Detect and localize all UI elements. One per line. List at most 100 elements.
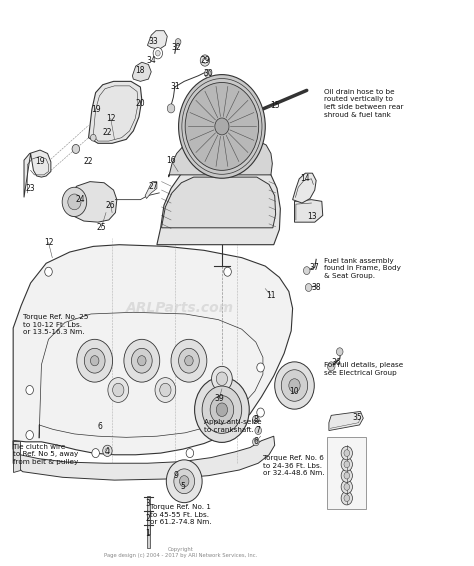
Circle shape [91, 134, 96, 141]
Text: Copyright
Page design (c) 2004 - 2017 by ARI Network Services, Inc.: Copyright Page design (c) 2004 - 2017 by… [104, 547, 257, 558]
Circle shape [91, 355, 99, 366]
Circle shape [108, 378, 128, 402]
Circle shape [131, 348, 152, 373]
Text: 25: 25 [97, 224, 106, 232]
Circle shape [216, 403, 228, 417]
Circle shape [211, 366, 232, 391]
Circle shape [103, 445, 112, 456]
Text: 35: 35 [352, 413, 362, 422]
Circle shape [171, 340, 207, 382]
Text: 24: 24 [76, 195, 85, 204]
Circle shape [167, 104, 175, 113]
Text: Apply anti-seize
to crankshaft.: Apply anti-seize to crankshaft. [204, 419, 262, 433]
Circle shape [344, 483, 350, 490]
Text: 7: 7 [256, 426, 261, 435]
Polygon shape [24, 150, 51, 198]
Polygon shape [294, 200, 323, 222]
Circle shape [68, 194, 81, 210]
Circle shape [303, 267, 310, 275]
Circle shape [166, 460, 202, 503]
Text: 19: 19 [35, 157, 45, 166]
Circle shape [344, 472, 350, 479]
Circle shape [62, 187, 87, 217]
Circle shape [257, 408, 264, 417]
Circle shape [175, 38, 181, 45]
Circle shape [275, 362, 314, 409]
Circle shape [341, 469, 353, 482]
Polygon shape [70, 182, 117, 222]
Circle shape [185, 355, 193, 366]
Circle shape [179, 348, 199, 373]
Text: 38: 38 [311, 283, 321, 292]
Circle shape [26, 385, 34, 395]
Text: 22: 22 [84, 157, 93, 166]
Circle shape [224, 267, 231, 276]
Circle shape [202, 58, 207, 63]
Text: 18: 18 [136, 66, 145, 75]
Text: Torque Ref. No. 6
to 24-36 Ft. Lbs.
or 32.4-48.6 Nm.: Torque Ref. No. 6 to 24-36 Ft. Lbs. or 3… [263, 455, 324, 476]
Text: 26: 26 [106, 201, 116, 210]
Circle shape [341, 447, 353, 460]
Circle shape [344, 461, 350, 468]
Circle shape [215, 118, 229, 135]
Text: 16: 16 [166, 156, 176, 165]
Circle shape [202, 386, 242, 434]
Text: 2: 2 [145, 514, 150, 523]
Bar [146, 496, 150, 520]
Text: 27: 27 [148, 182, 158, 191]
Bar [328, 438, 366, 509]
Text: 34: 34 [146, 56, 156, 65]
Text: 1: 1 [145, 529, 150, 538]
Bar [146, 510, 150, 534]
Circle shape [337, 348, 343, 355]
Text: 29: 29 [200, 56, 210, 65]
Circle shape [105, 448, 110, 454]
Polygon shape [89, 82, 142, 143]
Circle shape [45, 267, 52, 276]
Polygon shape [147, 31, 167, 49]
Circle shape [26, 431, 34, 440]
Circle shape [92, 449, 100, 457]
Text: 9: 9 [173, 471, 178, 480]
Circle shape [253, 438, 259, 446]
Polygon shape [329, 411, 363, 431]
Text: 11: 11 [266, 291, 276, 300]
Circle shape [344, 495, 350, 501]
Text: 30: 30 [203, 69, 213, 78]
Circle shape [255, 427, 262, 435]
Text: Fuel tank assembly
found in Frame, Body
& Seat Group.: Fuel tank assembly found in Frame, Body … [324, 258, 401, 279]
Circle shape [328, 362, 335, 371]
Circle shape [77, 340, 113, 382]
Polygon shape [169, 141, 273, 177]
Text: 10: 10 [289, 387, 298, 396]
Text: Torque Ref. No. 25
to 10-12 Ft. Lbs.
or 13.5-16.3 Nm.: Torque Ref. No. 25 to 10-12 Ft. Lbs. or … [23, 314, 88, 336]
Polygon shape [145, 182, 157, 199]
Text: 37: 37 [310, 263, 319, 272]
Circle shape [84, 348, 105, 373]
Text: Torque Ref. No. 1
to 45-55 Ft. Lbs.
or 61.2-74.8 Nm.: Torque Ref. No. 1 to 45-55 Ft. Lbs. or 6… [150, 504, 211, 525]
Circle shape [289, 379, 300, 392]
Text: Tie clutch wire
to Ref. No 5, away
from belt & pulley: Tie clutch wire to Ref. No 5, away from … [13, 444, 78, 465]
Text: 5: 5 [181, 482, 185, 491]
Circle shape [153, 48, 163, 59]
Circle shape [341, 491, 353, 505]
Circle shape [155, 50, 160, 56]
Text: 12: 12 [106, 114, 116, 123]
Text: 6: 6 [98, 422, 103, 431]
Text: 23: 23 [26, 184, 36, 193]
Text: 31: 31 [170, 83, 180, 92]
Circle shape [180, 475, 189, 487]
Polygon shape [13, 436, 275, 480]
Text: 32: 32 [172, 43, 182, 52]
Text: ARLParts.com: ARLParts.com [127, 301, 235, 315]
Circle shape [204, 70, 211, 78]
Text: 13: 13 [308, 212, 317, 221]
Text: 3: 3 [145, 499, 150, 508]
Polygon shape [13, 245, 292, 455]
Circle shape [195, 377, 249, 443]
Circle shape [155, 378, 176, 402]
Polygon shape [157, 168, 280, 245]
Text: 8: 8 [254, 415, 258, 424]
Circle shape [124, 340, 160, 382]
Text: 4: 4 [105, 448, 110, 456]
